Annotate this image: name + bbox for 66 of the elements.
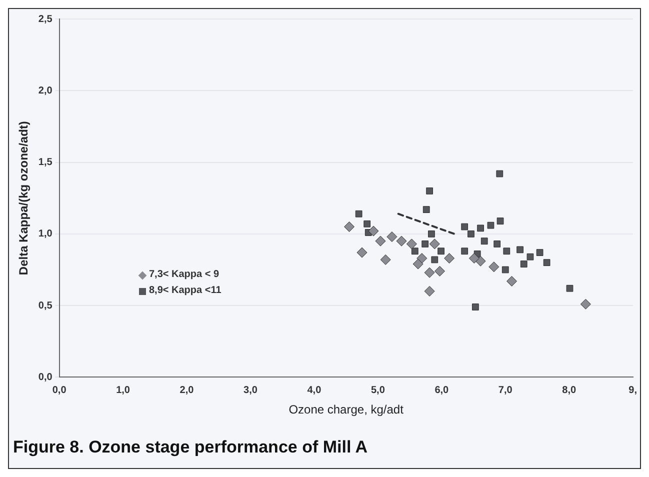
point	[526, 253, 534, 260]
point	[468, 253, 480, 264]
x-tick-label: 8,0	[562, 384, 576, 396]
point	[429, 238, 440, 250]
point	[580, 298, 591, 310]
point	[386, 232, 398, 242]
y-tick-label: 2,5	[38, 14, 53, 25]
y-tick-label: 0,0	[38, 372, 53, 383]
x-tick-label: 0,0	[52, 384, 67, 396]
point	[364, 220, 371, 228]
point	[472, 304, 479, 310]
point	[461, 248, 468, 255]
y-axis-title: Delta Kappa/(kg ozone/adt)	[16, 121, 31, 276]
point	[496, 218, 504, 224]
x-tick-label: 7,0	[498, 384, 513, 396]
y-tick-label: 2,0	[38, 85, 53, 96]
y-tick-label: 1,0	[38, 228, 53, 240]
legend-label: 7,3< Kappa < 9	[149, 268, 220, 282]
point	[494, 240, 501, 248]
point	[477, 224, 484, 232]
x-tick-label: 9,	[628, 384, 638, 396]
point	[422, 240, 429, 248]
point	[406, 238, 417, 250]
x-tick-label: 2,0	[180, 384, 194, 396]
point	[424, 286, 435, 296]
point	[480, 238, 488, 245]
point	[488, 262, 500, 272]
point	[380, 254, 391, 265]
x-tick-label: 4,0	[307, 384, 322, 396]
point	[444, 253, 455, 264]
x-tick-label: 6,0	[434, 384, 450, 396]
point	[468, 230, 474, 238]
point	[516, 246, 524, 254]
y-tick-label: 1,5	[38, 157, 53, 168]
point	[502, 266, 509, 274]
point	[428, 230, 435, 238]
point	[426, 188, 433, 194]
point	[396, 236, 407, 246]
point	[438, 248, 444, 255]
x-tick-label: 3,0	[244, 384, 258, 396]
point	[368, 226, 379, 236]
x-tick-label: 5,0	[370, 384, 386, 396]
point	[506, 276, 517, 286]
point	[461, 223, 468, 230]
point	[496, 170, 504, 178]
point	[536, 249, 544, 256]
text: Figure 8. Ozone stage performance of Mill A	[13, 437, 368, 456]
x-tick-label: 1,0	[116, 384, 130, 396]
x-axis-title: Ozone charge, kg/adt	[288, 402, 404, 417]
point	[487, 222, 494, 229]
point	[375, 236, 386, 246]
point	[411, 248, 418, 255]
legend-label: 8,9< Kappa <11	[149, 284, 222, 298]
point	[424, 267, 435, 278]
point	[566, 284, 574, 292]
point	[503, 248, 510, 255]
point	[434, 266, 445, 276]
point	[355, 210, 362, 218]
point	[412, 258, 424, 270]
point	[520, 260, 528, 268]
point	[543, 259, 550, 266]
point	[422, 206, 430, 213]
point	[344, 222, 354, 232]
y-tick-label: 0,5	[38, 300, 53, 312]
point	[356, 247, 368, 258]
point	[431, 256, 438, 264]
